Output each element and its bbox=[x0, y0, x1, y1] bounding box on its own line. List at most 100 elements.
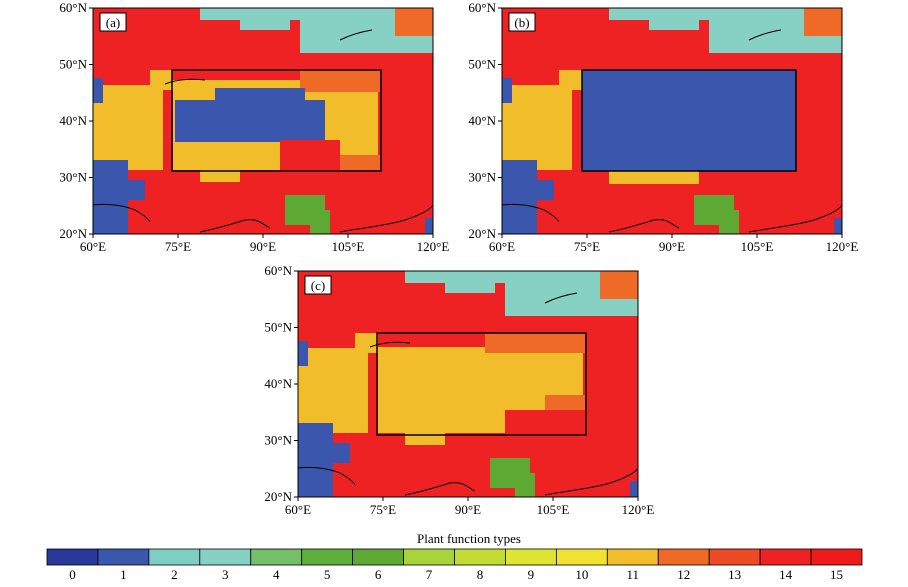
colorbar-label: 0 bbox=[69, 567, 76, 582]
y-tick-label: 20°N bbox=[264, 489, 292, 504]
panel-b-map: (b) bbox=[501, 7, 843, 235]
x-tick-label: 75°E bbox=[370, 502, 396, 517]
box-c-content bbox=[378, 333, 586, 433]
x-tick-label: 105°E bbox=[332, 239, 365, 254]
panel-label-box bbox=[99, 12, 127, 32]
colorbar-label: 8 bbox=[477, 567, 484, 582]
x-tick-label: 75°E bbox=[165, 239, 191, 254]
y-tick-label: 50°N bbox=[264, 320, 292, 335]
y-tick-label: 30°N bbox=[468, 170, 496, 185]
colorbar-swatch bbox=[505, 548, 557, 566]
northern-steppe-band bbox=[200, 8, 433, 53]
y-tick-label: 40°N bbox=[264, 376, 292, 391]
colorbar-swatch bbox=[708, 548, 761, 566]
y-tick-label: 60°N bbox=[468, 0, 496, 15]
colorbar-label: 6 bbox=[375, 567, 382, 582]
y-tick-label: 60°N bbox=[264, 263, 292, 278]
x-tick-label: 60°E bbox=[80, 239, 106, 254]
x-tick-label: 60°E bbox=[489, 239, 515, 254]
box-fill bbox=[582, 70, 796, 171]
colorbar-swatch bbox=[606, 548, 659, 566]
colorbar-label: 1 bbox=[120, 567, 127, 582]
south-green bbox=[490, 458, 535, 497]
colorbar-swatch bbox=[199, 548, 252, 566]
colorbar: 0 1 2 3 4 5 6 7 8 9 10 11 12 13 14 15 bbox=[46, 548, 863, 582]
y-tick-label: 50°N bbox=[468, 57, 496, 72]
colorbar-label: 4 bbox=[273, 567, 280, 582]
northeast-orange bbox=[804, 8, 842, 36]
west-blue bbox=[502, 78, 554, 234]
y-tick-label: 40°N bbox=[59, 113, 87, 128]
y-tick-label: 30°N bbox=[264, 433, 292, 448]
west-yellow bbox=[298, 333, 395, 433]
colorbar-swatch bbox=[454, 548, 506, 566]
colorbar-swatch bbox=[657, 548, 710, 566]
panel-c-map: (c) bbox=[297, 270, 639, 498]
y-tick-label: 40°N bbox=[468, 113, 496, 128]
west-blue bbox=[298, 341, 350, 497]
y-tick-label: 60°N bbox=[59, 0, 87, 15]
northeast-orange bbox=[600, 271, 638, 299]
south-yellow bbox=[405, 433, 445, 445]
colorbar-swatch bbox=[250, 548, 303, 566]
south-green bbox=[694, 195, 739, 234]
colorbar-label: 11 bbox=[627, 567, 640, 582]
south-blue bbox=[425, 218, 433, 234]
colorbar-label: 5 bbox=[324, 567, 331, 582]
colorbar-label: 9 bbox=[528, 567, 535, 582]
x-tick-label: 120°E bbox=[622, 502, 655, 517]
colorbar-swatch bbox=[46, 548, 99, 566]
region-box bbox=[376, 332, 587, 436]
colorbar-label: 10 bbox=[575, 567, 588, 582]
south-blue bbox=[834, 218, 842, 234]
northeast-orange bbox=[395, 8, 433, 36]
axes: 60°E 75°E 90°E 105°E 120°E 20°N 30°N 40°N 50°N 60… bbox=[59, 0, 858, 517]
colorbar-label: 7 bbox=[426, 567, 433, 582]
west-blue bbox=[93, 78, 145, 234]
south-yellow bbox=[609, 170, 699, 184]
south-yellow bbox=[200, 170, 240, 182]
x-tick-label: 60°E bbox=[285, 502, 311, 517]
x-tick-label: 120°E bbox=[417, 239, 450, 254]
panel-label-box bbox=[304, 275, 332, 295]
colorbar-label: 13 bbox=[728, 567, 741, 582]
colorbar-swatch bbox=[97, 548, 150, 566]
colorbar-swatch bbox=[403, 548, 455, 566]
y-tick-label: 20°N bbox=[468, 226, 496, 241]
x-tick-label: 90°E bbox=[250, 239, 276, 254]
coastline bbox=[298, 292, 638, 496]
box-a-content bbox=[172, 70, 382, 170]
south-blue bbox=[630, 481, 638, 497]
colorbar-label: 3 bbox=[222, 567, 229, 582]
coastline bbox=[93, 29, 433, 233]
panel-label-box bbox=[508, 12, 536, 32]
panel-label: (a) bbox=[106, 15, 120, 30]
colorbar-label: 12 bbox=[677, 567, 690, 582]
colorbar-swatch bbox=[810, 548, 863, 566]
colorbar-swatch bbox=[555, 548, 608, 566]
panel-label: (b) bbox=[514, 15, 529, 30]
x-tick-label: 120°E bbox=[826, 239, 859, 254]
colorbar-swatch bbox=[759, 548, 812, 566]
colorbar-label: 15 bbox=[830, 567, 843, 582]
y-tick-label: 20°N bbox=[59, 226, 87, 241]
panel-a-map: (a) bbox=[92, 7, 434, 235]
colorbar-swatch bbox=[301, 548, 354, 566]
colorbar-label: 14 bbox=[779, 567, 793, 582]
region-box bbox=[581, 69, 797, 172]
colorbar-label: 2 bbox=[171, 567, 178, 582]
south-green bbox=[285, 195, 330, 234]
colorbar-swatch bbox=[352, 548, 404, 566]
x-tick-label: 90°E bbox=[455, 502, 481, 517]
colorbar-swatch bbox=[148, 548, 201, 566]
x-tick-label: 105°E bbox=[741, 239, 774, 254]
x-tick-label: 105°E bbox=[537, 502, 570, 517]
y-tick-label: 50°N bbox=[59, 57, 87, 72]
y-tick-label: 30°N bbox=[59, 170, 87, 185]
region-box bbox=[171, 69, 382, 172]
colorbar-title: Plant function types bbox=[417, 531, 521, 546]
x-tick-label: 90°E bbox=[659, 239, 685, 254]
panel-label: (c) bbox=[311, 278, 325, 293]
x-tick-label: 75°E bbox=[574, 239, 600, 254]
